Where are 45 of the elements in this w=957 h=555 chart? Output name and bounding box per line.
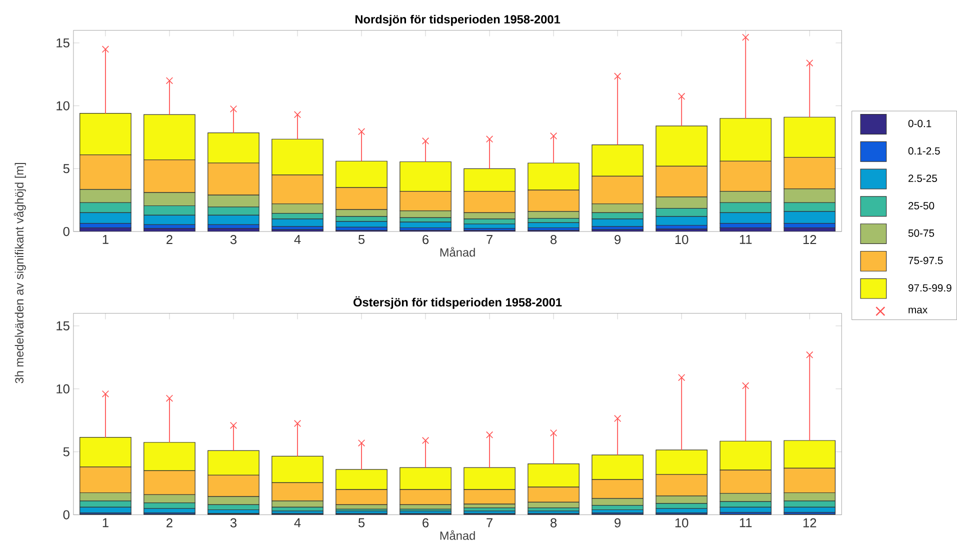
legend-label: 25-50 (908, 202, 934, 210)
x-tick-label: 3 (230, 235, 236, 244)
y-tick-label: 5 (63, 447, 70, 456)
y-tick-label: 0 (63, 227, 70, 236)
x-tick-label: 9 (614, 235, 621, 244)
x-tick-label: 8 (550, 518, 557, 528)
x-tick-label: 5 (358, 518, 365, 528)
x-tick-label: 10 (675, 235, 688, 244)
y-tick-label: 10 (56, 384, 70, 394)
y-tick-label: 0 (63, 510, 70, 520)
y-tick-label: 15 (56, 322, 70, 330)
legend-label: 97.5-99.9 (908, 284, 952, 292)
x-tick-label: 3 (230, 518, 236, 528)
x-tick-label: 6 (422, 235, 429, 244)
x-tick-label: 7 (486, 235, 492, 244)
legend-label: 2.5-25 (908, 174, 937, 182)
x-tick-label: 12 (803, 235, 816, 244)
x-tick-label: 4 (294, 235, 301, 244)
x-tick-label: 2 (166, 235, 172, 244)
x-tick-label: 9 (614, 518, 621, 528)
legend-label: 0-0.1 (908, 120, 932, 128)
y-tick-label: 15 (56, 38, 70, 48)
y-axis-title: 3h medelvärden av signifikant våghöjd [m] (14, 163, 26, 384)
x-tick-label: 7 (486, 518, 492, 528)
x-axis-title: Månad (440, 247, 475, 257)
x-tick-label: 5 (358, 235, 365, 244)
y-tick-label: 10 (56, 101, 70, 110)
legend-label: 50-75 (908, 230, 934, 237)
y-tick-label: 5 (63, 164, 70, 174)
x-tick-label: 4 (294, 518, 301, 528)
chart-title: Östersjön för tidsperioden 1958-2001 (354, 296, 562, 309)
x-tick-label: 12 (803, 518, 816, 528)
x-tick-label: 11 (740, 235, 752, 244)
x-tick-label: 6 (422, 518, 429, 528)
x-tick-label: 10 (675, 518, 688, 528)
x-tick-label: 1 (102, 518, 108, 528)
x-tick-label: 11 (740, 518, 752, 528)
legend-label: 75-97.5 (908, 256, 943, 264)
x-axis-title: Månad (440, 530, 475, 540)
legend-label: 0.1-2.5 (908, 147, 940, 155)
chart-title: Nordsjön för tidsperioden 1958-2001 (355, 14, 560, 26)
x-tick-label: 1 (102, 235, 108, 244)
x-tick-label: 2 (166, 518, 172, 528)
x-tick-label: 8 (550, 235, 557, 244)
legend-label: max (908, 308, 928, 314)
